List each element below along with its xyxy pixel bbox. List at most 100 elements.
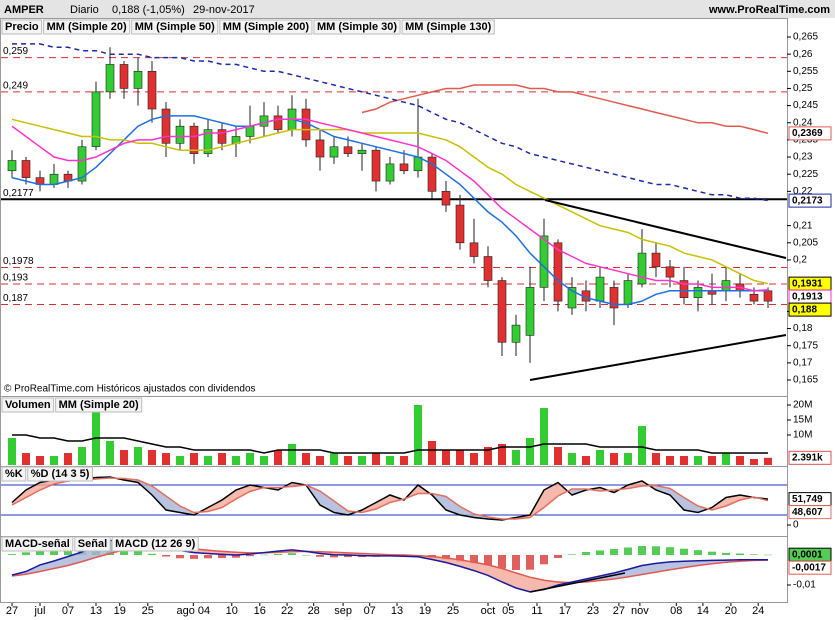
legend-box	[1, 466, 27, 482]
level-label: 0,249	[3, 81, 28, 92]
bar	[554, 555, 562, 558]
bar	[694, 456, 702, 465]
candle-body	[497, 280, 507, 343]
bar	[764, 457, 772, 465]
y-tick-label: 15M	[793, 415, 812, 426]
panel-frame	[0, 18, 788, 397]
bar	[36, 548, 44, 555]
bar	[176, 456, 184, 465]
value-badge	[788, 193, 832, 208]
candle-body	[609, 287, 619, 309]
bar	[218, 453, 226, 465]
bar	[750, 554, 758, 555]
legend-entry: MM (Simple 200)	[223, 21, 310, 33]
value-badge	[788, 505, 832, 520]
candle-body	[119, 64, 129, 89]
bar	[134, 549, 142, 555]
band-fill	[446, 496, 460, 515]
band-fill	[222, 490, 236, 508]
bar	[624, 547, 632, 555]
candle-body	[77, 146, 87, 182]
candle-body	[133, 71, 143, 89]
y-tick-label: -0,01	[793, 580, 816, 591]
line-series	[12, 434, 768, 454]
candle-body	[385, 163, 395, 182]
bar	[638, 426, 646, 465]
candle-body	[175, 125, 185, 144]
bar	[582, 456, 590, 465]
candle-body	[469, 242, 479, 257]
candle-body	[539, 235, 549, 288]
candle-body	[259, 115, 269, 127]
bar	[358, 456, 366, 465]
bar	[176, 555, 184, 559]
bar	[8, 438, 16, 465]
bar	[722, 552, 730, 555]
y-tick-label: 0,175	[793, 340, 818, 351]
bar	[274, 553, 282, 555]
bar	[36, 456, 44, 465]
y-tick-label: 0,25	[793, 83, 813, 94]
x-tick-label: 10	[226, 605, 238, 617]
bar	[372, 453, 380, 465]
bar	[92, 408, 100, 465]
bar	[414, 405, 422, 465]
candle-body	[511, 324, 521, 343]
y-tick-label: 10M	[793, 430, 812, 441]
header-bar	[0, 0, 835, 18]
bar	[554, 447, 562, 465]
x-tick-label: 23	[587, 605, 599, 617]
band-fill	[488, 564, 502, 582]
band-fill	[628, 565, 642, 577]
bar	[708, 551, 716, 555]
band-fill	[516, 573, 530, 592]
value-badge-label: 0,1931	[792, 278, 823, 289]
y-tick-label: 0,18	[793, 323, 813, 334]
bar	[596, 550, 604, 555]
x-tick-label: 25	[447, 605, 459, 617]
bar	[470, 555, 478, 564]
y-tick-label: 0,17	[793, 357, 813, 368]
band-fill	[544, 580, 558, 590]
bar	[162, 555, 170, 557]
bar	[652, 546, 660, 555]
level-label: 0,193	[3, 273, 28, 284]
value-badge	[788, 450, 832, 465]
trend-line	[529, 572, 626, 593]
bar	[456, 555, 464, 562]
x-tick-label: 22	[281, 605, 293, 617]
bar	[190, 453, 198, 465]
candle-body	[105, 64, 115, 93]
candle-body	[161, 108, 171, 144]
level-label: 0,259	[3, 46, 28, 57]
y-tick-label: 0,24	[793, 117, 813, 128]
candle-body	[21, 160, 31, 178]
band-fill	[460, 506, 474, 518]
bar	[442, 450, 450, 465]
plot-area: 0,2650,260,2550,250,2450,240,2350,230,22…	[1, 19, 832, 617]
level-label: 0,187	[3, 293, 28, 304]
legend-entry: MM (Simple 30)	[317, 21, 397, 33]
candle-body	[623, 280, 633, 305]
trend-line	[529, 334, 787, 381]
candle-body	[483, 256, 493, 281]
x-tick-label: 14	[697, 605, 709, 617]
candle-body	[567, 287, 577, 309]
x-tick-label: 16	[254, 605, 266, 617]
bar	[750, 459, 758, 465]
value-badge	[788, 302, 832, 317]
bar	[302, 555, 310, 556]
bar	[610, 453, 618, 465]
x-tick-label: 17	[559, 605, 571, 617]
y-tick-label: 0,21	[793, 220, 813, 231]
x-tick-label: 19	[419, 605, 431, 617]
candle-body	[49, 173, 59, 185]
legend-entry: MM (Simple 50)	[135, 21, 215, 33]
legend-entry: MM (Simple 20)	[59, 399, 139, 411]
band-fill	[208, 500, 222, 512]
legend-box	[55, 397, 143, 413]
bar	[764, 554, 772, 556]
y-tick-label: 0,26	[793, 49, 813, 60]
bar	[568, 453, 576, 465]
candle-body	[553, 242, 563, 302]
